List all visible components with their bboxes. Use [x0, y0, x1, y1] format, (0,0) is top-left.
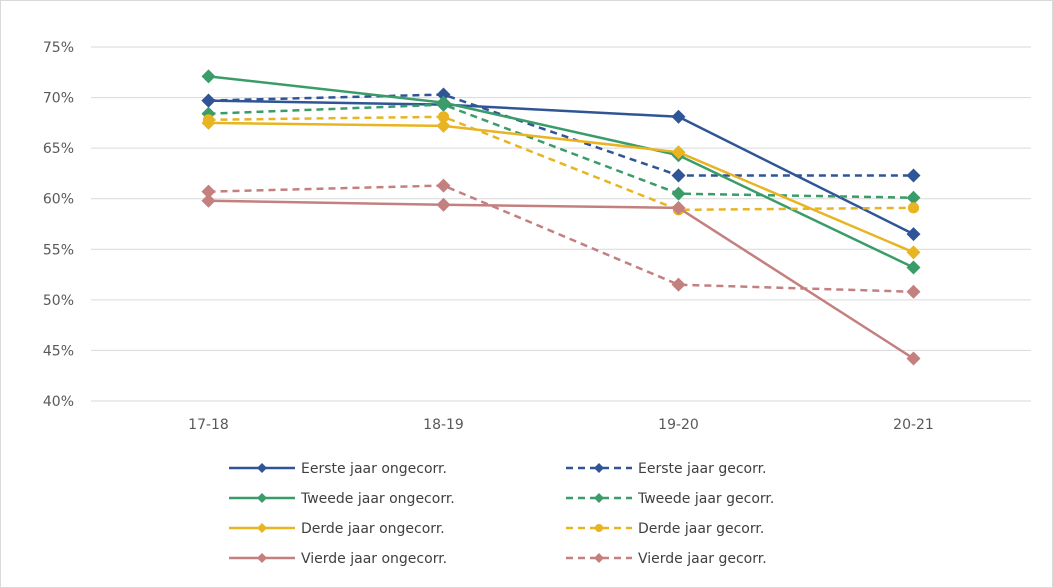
legend-entry-vierde-jaar-gecorr: Vierde jaar gecorr.: [566, 551, 767, 567]
legend-entry-derde-jaar-gecorr: Derde jaar gecorr.: [566, 521, 764, 537]
legend-marker: [257, 523, 267, 533]
data-point: [436, 97, 451, 112]
data-point: [671, 109, 686, 124]
y-tick-label: 55%: [43, 242, 74, 258]
legend-label: Derde jaar ongecorr.: [301, 521, 445, 537]
data-point: [436, 197, 451, 212]
data-point: [202, 114, 215, 126]
legend-label: Tweede jaar ongecorr.: [300, 491, 455, 507]
y-tick-label: 75%: [43, 40, 74, 56]
series-eerste-jaar-gecorr: [201, 87, 921, 183]
data-point: [201, 184, 216, 199]
legend-marker: [257, 493, 267, 503]
data-point: [201, 193, 216, 208]
y-tick-label: 70%: [43, 91, 74, 107]
series-line: [208, 93, 914, 177]
legend-marker: [594, 463, 604, 473]
legend-marker: [257, 553, 267, 563]
series-derde-jaar-gecorr: [202, 111, 920, 216]
data-point: [436, 178, 451, 193]
legend-label: Tweede jaar gecorr.: [637, 491, 774, 507]
x-tick-label: 19-20: [658, 417, 699, 433]
data-point: [906, 168, 921, 183]
series-line: [208, 99, 915, 236]
legend: Eerste jaar ongecorr. Eerste jaar gecorr.…: [229, 461, 774, 567]
y-tick-label: 45%: [43, 343, 74, 359]
series-line: [208, 115, 914, 212]
data-point: [906, 260, 921, 275]
data-point: [906, 245, 921, 260]
legend-entry-derde-jaar-ongecorr: Derde jaar ongecorr.: [229, 521, 445, 537]
legend-label: Vierde jaar ongecorr.: [301, 551, 447, 567]
legend-entry-tweede-jaar-ongecorr: Tweede jaar ongecorr.: [229, 491, 455, 507]
data-point: [671, 277, 686, 292]
data-point: [671, 168, 686, 183]
x-tick-label: 18-19: [423, 417, 464, 433]
legend-entry-eerste-jaar-gecorr: Eerste jaar gecorr.: [566, 461, 767, 477]
y-tick-label: 50%: [43, 293, 74, 309]
series-line: [208, 199, 915, 360]
series-tweede-jaar-ongecorr: [201, 69, 921, 275]
data-point: [671, 200, 686, 215]
legend-marker: [594, 493, 604, 503]
legend-marker: [594, 553, 604, 563]
series-vierde-jaar-ongecorr: [201, 193, 921, 366]
legend-entry-eerste-jaar-ongecorr: Eerste jaar ongecorr.: [229, 461, 447, 477]
legend-label: Eerste jaar ongecorr.: [301, 461, 447, 477]
data-point: [201, 93, 216, 108]
data-point: [906, 284, 921, 299]
x-tick-label: 20-21: [893, 417, 934, 433]
series-line: [208, 103, 914, 199]
legend-label: Derde jaar gecorr.: [638, 521, 764, 537]
data-point: [906, 227, 921, 242]
data-point: [437, 111, 450, 123]
series-line: [208, 75, 915, 269]
y-tick-label: 60%: [43, 192, 74, 208]
data-point: [671, 145, 686, 160]
series-derde-jaar-ongecorr: [201, 115, 921, 260]
x-axis-tick-labels: 17-18 18-19 19-20 20-21: [188, 417, 934, 433]
series-tweede-jaar-gecorr: [201, 97, 921, 205]
data-point: [907, 202, 920, 214]
y-tick-label: 40%: [43, 394, 74, 410]
legend-entry-vierde-jaar-ongecorr: Vierde jaar ongecorr.: [229, 551, 447, 567]
data-point: [671, 186, 686, 201]
series-line: [208, 121, 914, 254]
series-vierde-jaar-gecorr: [201, 178, 921, 299]
legend-marker: [595, 524, 603, 532]
legend-marker: [257, 463, 267, 473]
legend-label: Vierde jaar gecorr.: [638, 551, 767, 567]
y-tick-label: 65%: [43, 141, 74, 157]
x-tick-label: 17-18: [188, 417, 229, 433]
legend-entry-tweede-jaar-gecorr: Tweede jaar gecorr.: [566, 491, 774, 507]
data-point: [436, 118, 451, 133]
data-point: [436, 87, 451, 102]
y-axis-tick-labels: 75% 70% 65% 60% 55% 50% 45% 40%: [43, 40, 74, 410]
series-line: [208, 184, 914, 294]
series-lines: [201, 69, 921, 366]
data-point: [906, 351, 921, 366]
legend-label: Eerste jaar gecorr.: [638, 461, 767, 477]
data-point: [201, 69, 216, 84]
data-point: [906, 190, 921, 205]
